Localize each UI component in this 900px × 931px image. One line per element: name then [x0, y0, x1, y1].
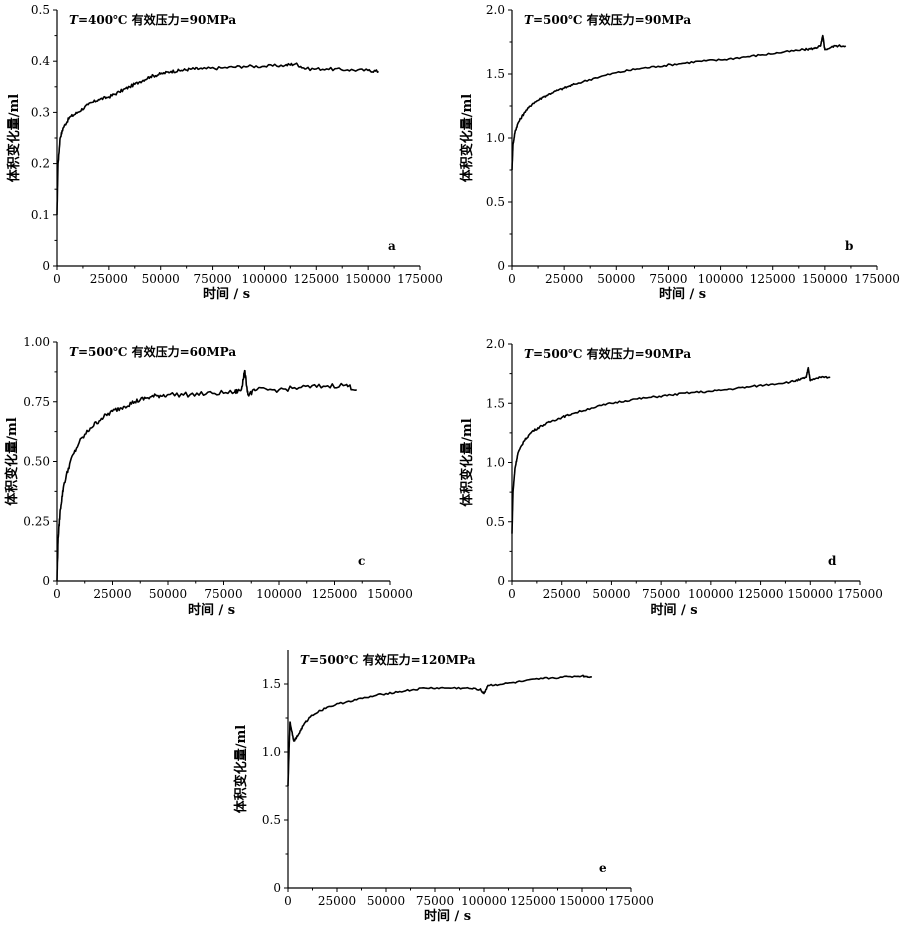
y-tick-label: 2.0 [486, 3, 505, 17]
x-tick-label: 125000 [750, 272, 796, 286]
panel-title: T=500℃ 有效压力=120MPa [300, 652, 476, 667]
x-tick-label: 25000 [543, 587, 581, 601]
y-tick-label: 0.5 [486, 515, 505, 529]
x-tick-label: 100000 [256, 587, 302, 601]
x-axis-title: 时间 / s [650, 602, 697, 618]
x-tick-label: 175000 [854, 272, 900, 286]
x-tick-label: 150000 [345, 272, 391, 286]
y-axis-title: 体积变化量/ml [233, 725, 249, 814]
x-tick-label: 175000 [837, 587, 883, 601]
series-line [287, 674, 593, 787]
panel-title: T=400℃ 有效压力=90MPa [69, 12, 236, 27]
panel-letter: c [358, 554, 365, 568]
x-axis-title: 时间 / s [424, 908, 471, 924]
panel-d: 0 25000 50000 75000 100000 125000 150000 175000… [459, 337, 883, 618]
y-tick-label: 1.0 [262, 745, 281, 759]
y-tick-label: 0 [497, 574, 505, 588]
y-axis-title: 体积变化量/ml [459, 94, 475, 183]
x-tick-label: 0 [508, 587, 516, 601]
x-tick-label: 125000 [312, 587, 358, 601]
x-tick-label: 100000 [242, 272, 288, 286]
y-tick-label: 0.50 [23, 455, 50, 469]
y-tick-label: 1.5 [486, 396, 505, 410]
x-tick-label: 25000 [90, 272, 128, 286]
x-tick-label: 150000 [802, 272, 848, 286]
y-tick-label: 0.75 [23, 395, 50, 409]
y-tick-label: 1.5 [262, 677, 281, 691]
series-line [511, 366, 831, 534]
x-tick-label: 125000 [293, 272, 339, 286]
x-tick-label: 75000 [649, 272, 687, 286]
x-tick-label: 75000 [193, 272, 231, 286]
x-tick-label: 0 [284, 894, 292, 908]
y-axis-title: 体积变化量/ml [6, 94, 22, 183]
x-tick-label: 175000 [397, 272, 443, 286]
y-tick-label: 0.25 [23, 514, 50, 528]
x-tick-label: 0 [53, 272, 61, 286]
y-tick-label: 0 [497, 259, 505, 273]
y-tick-label: 0 [42, 259, 50, 273]
y-tick-label: 0.4 [31, 54, 50, 68]
series-line [56, 369, 357, 582]
panel-c: 0 25000 50000 75000 100000 125000 150000 0 0.25 0… [4, 335, 413, 618]
x-axis-title: 时间 / s [203, 286, 250, 302]
x-tick-label: 125000 [510, 894, 556, 908]
panel-letter: b [845, 239, 853, 253]
x-tick-label: 75000 [204, 587, 242, 601]
x-tick-label: 150000 [787, 587, 833, 601]
y-tick-label: 0.5 [31, 3, 50, 17]
y-tick-label: 1.5 [486, 67, 505, 81]
x-tick-label: 50000 [597, 272, 635, 286]
x-tick-label: 150000 [367, 587, 413, 601]
x-tick-label: 75000 [416, 894, 454, 908]
x-tick-label: 100000 [461, 894, 507, 908]
series-line [511, 34, 847, 171]
y-tick-label: 0 [273, 881, 281, 895]
y-tick-label: 1.00 [23, 335, 50, 349]
x-tick-label: 50000 [142, 272, 180, 286]
y-tick-label: 0.3 [31, 105, 50, 119]
x-tick-label: 75000 [642, 587, 680, 601]
x-tick-label: 50000 [149, 587, 187, 601]
y-tick-label: 1.0 [486, 131, 505, 145]
x-axis-title: 时间 / s [188, 602, 235, 618]
x-tick-label: 25000 [93, 587, 131, 601]
x-tick-label: 25000 [545, 272, 583, 286]
y-tick-label: 2.0 [486, 337, 505, 351]
panel-letter: d [828, 554, 837, 568]
panel-letter: a [388, 239, 396, 253]
y-axis-title: 体积变化量/ml [4, 417, 20, 506]
y-tick-label: 0.5 [262, 813, 281, 827]
x-tick-label: 125000 [738, 587, 784, 601]
x-tick-label: 0 [53, 587, 61, 601]
y-tick-label: 0.5 [486, 195, 505, 209]
y-tick-label: 0.2 [31, 157, 50, 171]
panel-letter: e [599, 861, 607, 875]
y-axis-title: 体积变化量/ml [459, 418, 475, 507]
x-tick-label: 175000 [608, 894, 654, 908]
y-tick-label: 0 [42, 574, 50, 588]
x-tick-label: 100000 [698, 272, 744, 286]
panel-title: T=500℃ 有效压力=90MPa [524, 346, 691, 361]
series-line [56, 62, 379, 215]
x-tick-label: 0 [508, 272, 516, 286]
x-tick-label: 150000 [559, 894, 605, 908]
panel-b: 0 25000 50000 75000 100000 125000 150000 175000… [459, 3, 900, 302]
y-tick-label: 1.0 [486, 456, 505, 470]
x-tick-label: 50000 [592, 587, 630, 601]
y-tick-label: 0.1 [31, 208, 50, 222]
x-tick-label: 25000 [318, 894, 356, 908]
panel-title: T=500℃ 有效压力=90MPa [524, 12, 691, 27]
panel-e: 0 25000 50000 75000 100000 125000 150000 175000… [233, 650, 654, 924]
panel-title: T=500℃ 有效压力=60MPa [69, 344, 236, 359]
x-tick-label: 50000 [367, 894, 405, 908]
x-tick-label: 100000 [688, 587, 734, 601]
x-axis-title: 时间 / s [659, 286, 706, 302]
panel-a: 0 25000 50000 75000 100000 125000 150000 175000… [6, 3, 443, 302]
